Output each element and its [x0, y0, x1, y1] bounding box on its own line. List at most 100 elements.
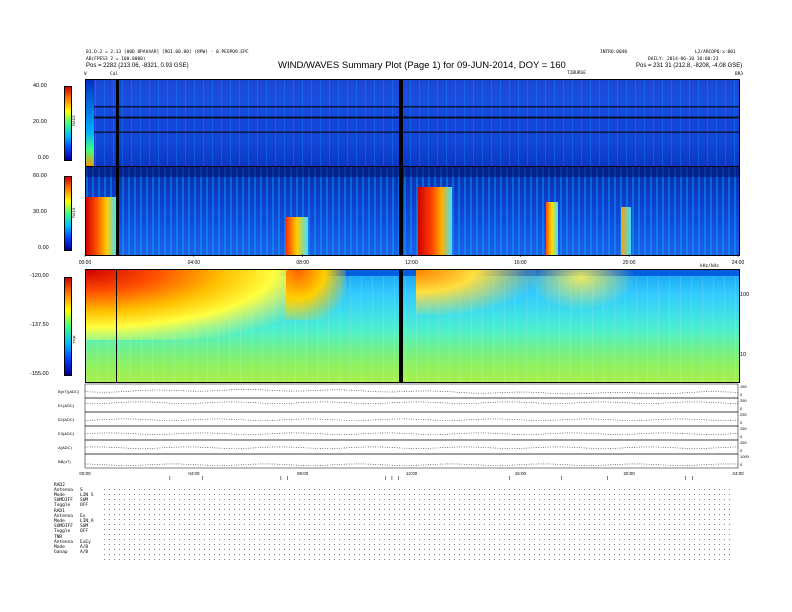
tnr-right-tick-100: 100 — [740, 292, 750, 298]
line-panel-tick: 0 — [740, 434, 743, 439]
param-value: SUM — [80, 498, 89, 503]
rad2-cbar-tick-top: 40.00 — [33, 83, 47, 89]
param-dot-row — [104, 499, 734, 500]
param-key: SUMDIFF — [54, 524, 73, 529]
param-dot-row — [104, 539, 734, 540]
param-dot-row — [104, 489, 734, 490]
rad1-colorbar — [64, 176, 72, 251]
param-table: RAD2 Antenna S Mode LIN S SUMDIFF SUM Toggle OF… — [54, 483, 754, 563]
param-dot-row — [104, 559, 734, 560]
param-key: Mode — [54, 545, 65, 550]
page-title: WIND/WAVES Summary Plot (Page 1) for 09-… — [278, 60, 566, 71]
param-value: Ex — [80, 514, 86, 519]
tnr-param-title: TNR — [54, 535, 63, 540]
param-key: Antenna — [54, 488, 73, 493]
param-dot-row — [104, 524, 734, 525]
x-tick-label: 20:00 — [623, 260, 636, 266]
header-left-position: Pos = 2282 (213.06, -8321, 0.93 GSE) — [86, 63, 189, 69]
tnr-axis-label: TNR — [71, 335, 77, 344]
line-panel-tick: 0 — [740, 420, 743, 425]
rad2-cbar-tick-bottom: 0.00 — [38, 155, 49, 161]
header-right-line0: INTRO:0040 — [600, 50, 628, 55]
rad2-param-title: RAD2 — [54, 483, 65, 488]
bottom-x-tick-label: 16:00 — [515, 471, 527, 476]
header-left-line1: 01.D.2 = 2.13 [00D 8PAV4AR] [ROI.00.00] … — [86, 50, 249, 55]
x-tick-label: 08:00 — [296, 260, 309, 266]
rad1-cbar-tick-bottom: 0.00 — [38, 245, 49, 251]
marker-v: V — [84, 72, 87, 77]
bottom-x-tick-label: 24:00 — [732, 471, 744, 476]
line-panel-tick: 0 — [740, 448, 743, 453]
param-dot-row — [104, 509, 734, 510]
header-left-line2: AB(FPES3 2 = 100.0000) — [86, 57, 146, 62]
param-key: Antenna — [54, 540, 73, 545]
param-dot-row — [104, 519, 734, 520]
line-panel-frame — [84, 453, 739, 469]
line-panel-frame — [84, 425, 739, 441]
param-dot-row — [104, 549, 734, 550]
x-tick-label: 24:00 — [732, 260, 745, 266]
x-tick-label: 12:00 — [405, 260, 418, 266]
line-panel-tick: 250 — [740, 398, 747, 403]
param-key: Toggle — [54, 529, 71, 534]
line-panel-label: B(nT)(ADC) — [58, 389, 80, 394]
param-key: Toggle — [54, 503, 71, 508]
line-panel-frame — [84, 439, 739, 455]
bottom-x-tick-label: 08:00 — [297, 471, 309, 476]
tnr-cbar-tick-top: -120.00 — [30, 273, 49, 279]
line-panel-tick: 250 — [740, 412, 747, 417]
x-tick-label: 00:00 — [79, 260, 92, 266]
line-panel-tick: 250 — [740, 440, 747, 445]
tnr-spectrogram — [85, 269, 740, 383]
marker-cal: Cal — [110, 72, 119, 77]
param-value: ExEy — [80, 540, 91, 545]
param-key: Antenna — [54, 514, 73, 519]
param-value: S — [80, 488, 83, 493]
bottom-x-tick-label: 04:00 — [188, 471, 200, 476]
param-value: LIN S — [80, 493, 94, 498]
rad1-cbar-tick-mid: 30.00 — [33, 209, 47, 215]
line-panel-tick: 1000 — [740, 454, 750, 459]
header-right-line1: DAILY: 2014-06-10 10:00:23 — [648, 57, 719, 62]
line-panel-trace — [84, 446, 739, 449]
x-tick-label: 16:00 — [514, 260, 527, 266]
line-panel-tick: 250 — [740, 426, 747, 431]
line-panel-trace — [84, 463, 739, 466]
tnr-cbar-tick-mid: -137.50 — [30, 322, 49, 328]
param-value: SUM — [80, 524, 89, 529]
param-dot-row — [104, 544, 734, 545]
param-dot-row — [104, 504, 734, 505]
line-panel-label: E3(ADC) — [58, 431, 75, 436]
rad2-axis-label: RAD2 — [70, 115, 76, 126]
bottom-x-tick-label: 20:00 — [624, 471, 636, 476]
param-key: Mode — [54, 493, 65, 498]
param-dot-row — [104, 494, 734, 495]
x-tick-label: 04:00 — [188, 260, 201, 266]
param-dot-row — [104, 514, 734, 515]
param-value: OFF — [80, 529, 89, 534]
param-value: OFF — [80, 503, 89, 508]
line-panel-tick: 150 — [740, 384, 747, 389]
line-panel-trace — [84, 401, 739, 404]
rad1-spectrogram — [85, 166, 740, 256]
line-panel-label: BB(nT) — [58, 459, 71, 464]
rad2-cbar-tick-mid: 20.00 — [33, 119, 47, 125]
param-dot-row — [104, 534, 734, 535]
bottom-x-tick-label: 00:00 — [79, 471, 91, 476]
param-value: LIN_A — [80, 519, 94, 524]
line-panel-frame — [84, 397, 739, 413]
param-value: A/B — [80, 550, 89, 555]
tnr-cbar-tick-bottom: -155.00 — [30, 371, 49, 377]
tnr-colorbar — [64, 277, 72, 376]
rad-x-axis: 00:00 04:00 08:00 12:00 16:00 20:00 24:00 — [79, 254, 745, 266]
bottom-x-tick-label: 12:00 — [406, 471, 418, 476]
time-label-top: TIBURSE — [567, 71, 586, 76]
line-panel-label: E2(ADC) — [58, 417, 75, 422]
rad2-spectrogram — [85, 79, 740, 168]
line-panel-trace — [84, 432, 739, 435]
line-panel-trace — [84, 389, 739, 395]
header-right-position: Pos = 231 31 (212.8, -8208, -4.08 GSE) — [636, 63, 743, 69]
tnr-right-label: kHz/kHz — [700, 264, 719, 269]
param-value: A/B — [80, 545, 89, 550]
line-panels: B(nT)(ADC)1500E1(ADC)2500E2(ADC)2500E3(A… — [58, 383, 750, 480]
